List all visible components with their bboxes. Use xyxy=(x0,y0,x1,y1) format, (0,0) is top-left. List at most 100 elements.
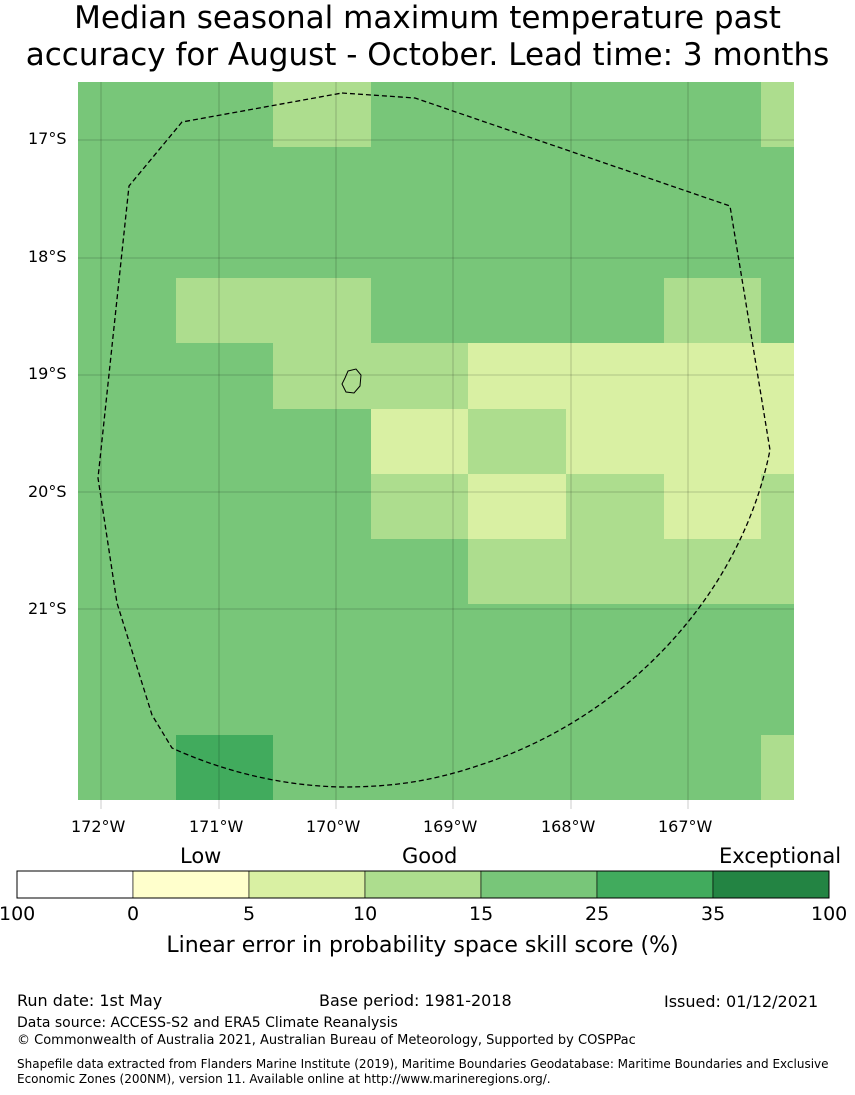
grid-cell xyxy=(273,147,372,214)
grid-cell xyxy=(761,147,794,214)
grid-cell xyxy=(273,474,372,540)
lat-label-17s: 17°S xyxy=(28,129,67,148)
eez-boundary xyxy=(97,92,771,788)
grid-cell xyxy=(371,474,469,540)
lat-label-19s: 19°S xyxy=(28,364,67,383)
grid-cell xyxy=(664,474,762,540)
grid-cell xyxy=(468,409,567,475)
grid-cell xyxy=(664,147,762,214)
grid-cell xyxy=(468,539,567,605)
grid-cell xyxy=(468,735,567,800)
grid-cell xyxy=(468,82,567,148)
grid-cell xyxy=(664,735,762,800)
colorbar-tick-label: 25 xyxy=(585,903,610,925)
grid-cell xyxy=(176,539,274,605)
grid-cell xyxy=(761,735,794,800)
lon-label-169w: 169°W xyxy=(423,817,478,836)
grid-cell xyxy=(371,343,469,410)
grid-cell xyxy=(761,213,794,279)
colorbar-tick-label: 100 xyxy=(0,903,36,925)
colorbar xyxy=(16,870,830,899)
legend-category-exceptional: Exceptional xyxy=(719,844,842,868)
colorbar-title: Linear error in probability space skill … xyxy=(166,933,679,958)
data-source: Data source: ACCESS-S2 and ERA5 Climate … xyxy=(17,1015,398,1031)
grid-cell xyxy=(273,278,372,344)
grid-cell xyxy=(664,278,762,344)
grid-cell xyxy=(664,604,762,671)
grid-cell xyxy=(371,539,469,605)
grid-cell xyxy=(566,670,665,736)
grid-cell xyxy=(176,670,274,736)
grid-cell xyxy=(566,474,665,540)
grid-cell xyxy=(78,409,177,475)
grid-cell xyxy=(176,474,274,540)
colorbar-tick-label: 35 xyxy=(701,903,726,925)
grid-cell xyxy=(566,82,665,148)
grid-cell xyxy=(371,735,469,800)
colorbar-tick-label: 5 xyxy=(243,903,256,925)
grid-cell xyxy=(78,670,177,736)
colorbar-swatch xyxy=(132,870,250,899)
map-title-line-2: accuracy for August - October. Lead time… xyxy=(25,37,830,73)
grid-cell xyxy=(78,82,177,148)
grid-cell xyxy=(176,278,274,344)
grid-cell xyxy=(78,474,177,540)
grid-cell xyxy=(566,147,665,214)
lat-label-21s: 21°S xyxy=(28,599,67,618)
colorbar-tick-label: 10 xyxy=(353,903,378,925)
grid-cell xyxy=(371,670,469,736)
grid-cell xyxy=(468,213,567,279)
graticule xyxy=(78,82,794,809)
grid-cell xyxy=(566,213,665,279)
colorbar-tick-label: 15 xyxy=(469,903,494,925)
grid-cell xyxy=(176,82,274,148)
colorbar-swatch xyxy=(248,870,366,899)
grid-cell xyxy=(468,670,567,736)
base-period: Base period: 1981-2018 xyxy=(319,991,512,1010)
lon-label-167w: 167°W xyxy=(658,817,713,836)
grid-cell xyxy=(761,539,794,605)
issued-date: Issued: 01/12/2021 xyxy=(664,992,819,1011)
grid-cell xyxy=(468,278,567,344)
island-outline xyxy=(341,368,362,394)
legend-category-low: Low xyxy=(180,844,222,868)
grid-cell xyxy=(273,735,372,800)
grid-cell xyxy=(371,409,469,475)
grid-cell xyxy=(273,539,372,605)
grid-cell xyxy=(273,213,372,279)
grid-cell xyxy=(566,539,665,605)
grid-cell xyxy=(468,147,567,214)
colorbar-frame xyxy=(16,870,830,899)
run-date: Run date: 1st May xyxy=(17,991,163,1010)
grid-cell xyxy=(664,213,762,279)
colorbar-swatch xyxy=(596,870,714,899)
grid-cell xyxy=(566,735,665,800)
grid-cell xyxy=(176,409,274,475)
grid-cell xyxy=(273,409,372,475)
grid-cell xyxy=(566,604,665,671)
grid-cell xyxy=(761,474,794,540)
lat-label-20s: 20°S xyxy=(28,482,67,501)
colorbar-tick-label: 100 xyxy=(811,903,848,925)
colorbar-tick-label: 0 xyxy=(127,903,140,925)
grid-cell xyxy=(273,670,372,736)
grid-cell xyxy=(664,539,762,605)
grid-cell xyxy=(371,213,469,279)
shapefile-attribution: Shapefile data extracted from Flanders M… xyxy=(17,1057,829,1086)
lon-label-168w: 168°W xyxy=(541,817,596,836)
grid-cell xyxy=(761,604,794,671)
grid-cell xyxy=(273,343,372,410)
grid-cell xyxy=(371,604,469,671)
grid-cell xyxy=(566,409,665,475)
grid-cell xyxy=(273,82,372,148)
grid-cell xyxy=(761,278,794,344)
lon-label-171w: 171°W xyxy=(189,817,244,836)
grid-cell xyxy=(761,343,794,410)
grid-cell xyxy=(761,409,794,475)
grid-cell xyxy=(78,147,177,214)
lon-label-170w: 170°W xyxy=(306,817,361,836)
grid-cell xyxy=(273,604,372,671)
grid-cell xyxy=(566,343,665,410)
grid-cell xyxy=(566,278,665,344)
colorbar-swatch xyxy=(480,870,598,899)
